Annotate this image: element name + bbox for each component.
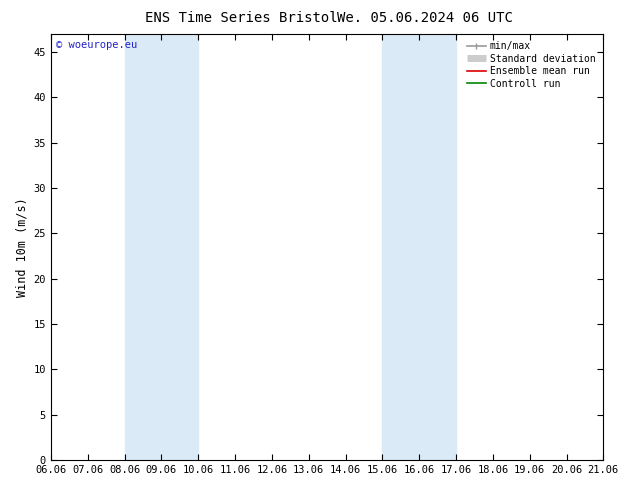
Text: ENS Time Series Bristol: ENS Time Series Bristol (145, 11, 337, 25)
Text: We. 05.06.2024 06 UTC: We. 05.06.2024 06 UTC (337, 11, 513, 25)
Bar (124, 34, 198, 460)
Text: © woeurope.eu: © woeurope.eu (56, 40, 138, 50)
Y-axis label: Wind 10m (m/s): Wind 10m (m/s) (15, 197, 28, 297)
Legend: min/max, Standard deviation, Ensemble mean run, Controll run: min/max, Standard deviation, Ensemble me… (463, 39, 598, 92)
Bar (382, 34, 456, 460)
